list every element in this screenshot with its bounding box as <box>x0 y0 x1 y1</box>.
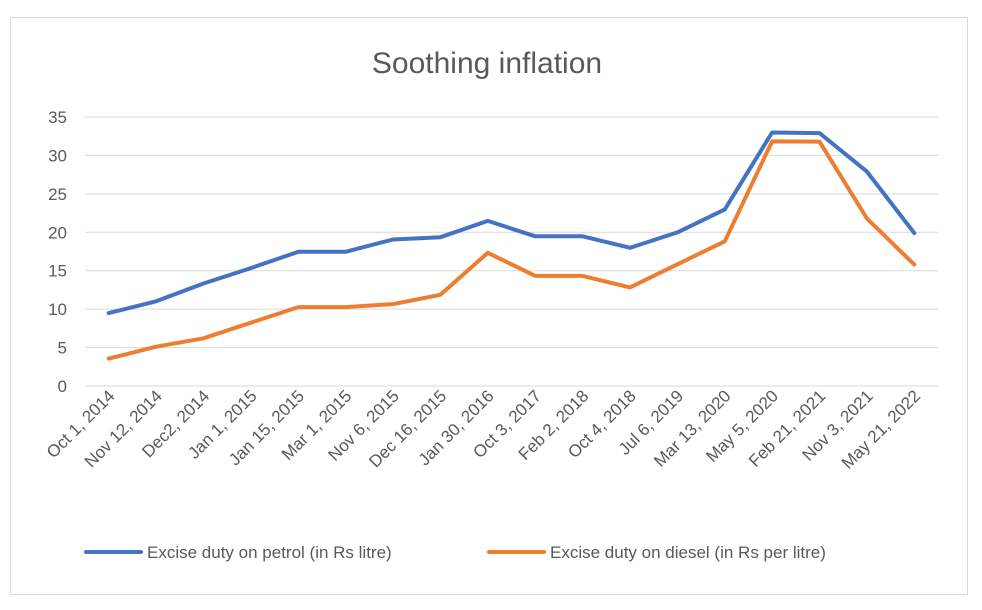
y-tick-label: 25 <box>48 185 67 204</box>
series-lines <box>106 130 917 361</box>
series-line-2 <box>106 139 917 361</box>
legend-label-1: Excise duty on petrol (in Rs litre) <box>147 543 392 562</box>
legend-label-2: Excise duty on diesel (in Rs per litre) <box>550 543 826 562</box>
y-tick-label: 5 <box>58 339 67 358</box>
y-tick-label: 15 <box>48 262 67 281</box>
gridlines <box>85 116 938 387</box>
legend: Excise duty on petrol (in Rs litre) Excis… <box>84 543 826 562</box>
y-tick-label: 30 <box>48 146 67 165</box>
y-axis-ticks: 0 5 10 15 20 25 30 35 <box>48 108 67 396</box>
y-tick-label: 20 <box>48 223 67 242</box>
y-tick-label: 10 <box>48 300 67 319</box>
chart-title: Soothing inflation <box>372 47 602 80</box>
y-tick-label: 35 <box>48 108 67 127</box>
y-tick-label: 0 <box>58 377 67 396</box>
chart-frame <box>10 17 968 595</box>
series-line-1 <box>106 130 917 316</box>
